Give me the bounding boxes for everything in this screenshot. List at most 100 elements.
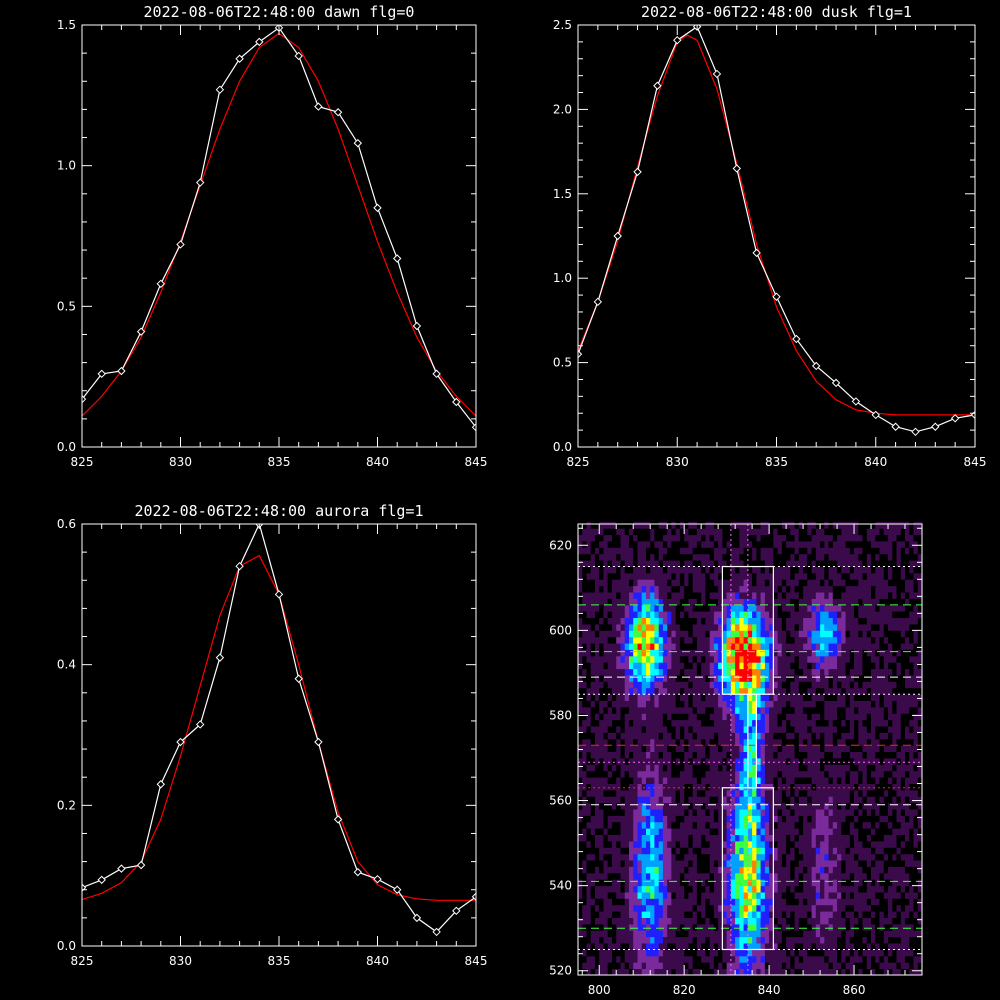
dusk-data-point [578, 349, 583, 359]
dawn-data-point [136, 327, 146, 336]
spectrogram-x-tick-label: 800 [588, 983, 611, 997]
spectrogram-y-tick-label: 560 [549, 794, 572, 808]
dusk-data-point [851, 397, 861, 406]
spectrogram-y-tick-label: 620 [549, 538, 572, 552]
aurora-data-point [333, 815, 343, 824]
dusk-data-point [673, 35, 682, 45]
dawn-data-point [432, 369, 441, 379]
dusk-fit-line [578, 34, 975, 416]
aurora-y-tick-label: 0.0 [57, 939, 76, 953]
dusk-y-tick-label: 0.5 [553, 356, 572, 370]
dawn-x-tick-label: 845 [465, 455, 488, 469]
spectrogram-image-cells [578, 521, 923, 976]
aurora-x-tick-label: 825 [71, 954, 94, 968]
dawn-data-point [392, 254, 402, 263]
spectrogram-x-tick-label: 840 [758, 983, 781, 997]
dawn-x-tick-label: 835 [268, 455, 291, 469]
dusk-data-point [950, 414, 960, 423]
dawn-plot-area [82, 25, 476, 432]
spectrogram-image-panel: 800 820 840 860 520 540 560 580 600 620 [549, 521, 923, 997]
spectrogram-region-box [747, 693, 757, 789]
dusk-y-tick-label: 2.0 [553, 102, 572, 116]
dusk-x-tick-label: 835 [765, 455, 788, 469]
dawn-data-point [97, 369, 106, 379]
aurora-data-point [471, 892, 476, 901]
dusk-data-point [633, 167, 642, 177]
dawn-data-line [82, 26, 476, 428]
dawn-y-tick-label: 1.5 [57, 18, 76, 32]
dusk-axes-frame [577, 24, 976, 448]
aurora-data-point [195, 720, 205, 729]
dusk-x-tick-label: 845 [964, 455, 987, 469]
dusk-data-point [752, 248, 761, 258]
dawn-x-tick-label: 830 [169, 455, 192, 469]
dawn-data-point [195, 178, 205, 187]
aurora-data-point [215, 653, 225, 662]
dawn-data-point [215, 85, 225, 94]
dawn-data-point [373, 203, 382, 213]
aurora-plot-area [82, 524, 476, 937]
spectrogram-y-tick-label: 520 [549, 964, 572, 978]
dawn-data-point [82, 394, 87, 404]
dawn-data-point [314, 102, 323, 111]
dawn-data-point [452, 397, 461, 407]
dusk-data-point [712, 69, 722, 79]
spectrogram-x-tick-label: 820 [673, 983, 696, 997]
dawn-data-point [176, 240, 185, 249]
aurora-data-line [82, 524, 476, 933]
dawn-data-point [471, 423, 476, 432]
dusk-data-point [871, 410, 880, 420]
dusk-y-tick-label: 0.0 [553, 440, 572, 454]
dawn-fit-line [82, 32, 476, 417]
aurora-y-tick-label: 0.4 [57, 658, 76, 672]
aurora-data-point [412, 913, 422, 923]
dusk-data-line [578, 25, 975, 433]
aurora-data-point [176, 737, 185, 747]
aurora-data-point [97, 875, 106, 885]
dusk-data-point [831, 378, 841, 388]
aurora-data-point [117, 864, 126, 873]
dusk-data-point [653, 81, 662, 90]
spectrogram-y-tick-label: 600 [549, 623, 572, 637]
aurora-data-point [452, 906, 461, 916]
dawn-data-point [156, 279, 166, 289]
dawn-y-tick-label: 0.5 [57, 299, 76, 313]
spectrogram-y-tick-label: 540 [549, 879, 572, 893]
dusk-title: 2022-08-06T22:48:00 dusk flg=1 [641, 3, 912, 21]
dawn-data-point [255, 37, 264, 47]
dawn-data-point [333, 108, 343, 117]
dawn-data-point [235, 54, 244, 63]
dusk-x-tick-label: 825 [567, 455, 590, 469]
aurora-fit-line [82, 554, 476, 901]
dusk-data-point [613, 231, 622, 241]
dawn-data-point [353, 138, 363, 148]
aurora-data-point [432, 927, 441, 937]
spectrogram-y-tick-label: 580 [549, 708, 572, 722]
aurora-data-point [156, 780, 166, 789]
dawn-profile-panel: 2022-08-06T22:48:00 dawn flg=0 825 830 835 8… [57, 3, 488, 469]
dusk-y-tick-label: 2.5 [553, 18, 572, 32]
aurora-y-tick-label: 0.2 [57, 798, 76, 812]
dusk-x-tick-label: 840 [864, 455, 887, 469]
aurora-x-tick-label: 840 [366, 954, 389, 968]
dusk-x-tick-label: 830 [666, 455, 689, 469]
aurora-data-point [314, 737, 323, 747]
aurora-x-tick-label: 845 [465, 954, 488, 968]
aurora-data-point [274, 590, 284, 599]
dusk-y-tick-label: 1.5 [553, 187, 572, 201]
dawn-data-point [294, 51, 303, 61]
dawn-y-tick-label: 0.0 [57, 440, 76, 454]
dusk-data-point [772, 292, 781, 301]
dusk-data-point [792, 334, 801, 344]
dawn-data-point [412, 321, 422, 331]
aurora-y-tick-label: 0.6 [57, 517, 76, 531]
dusk-data-point [911, 427, 920, 437]
aurora-profile-panel: 2022-08-06T22:48:00 aurora flg=1 825 830 83… [57, 502, 488, 968]
dawn-y-tick-label: 1.0 [57, 159, 76, 173]
aurora-data-point [373, 874, 382, 884]
dusk-plot-area [578, 25, 975, 437]
spectrogram-x-tick-label: 860 [843, 983, 866, 997]
dusk-profile-panel: 2022-08-06T22:48:00 dusk flg=1 825 830 835 8… [553, 3, 987, 469]
dawn-axes-frame [81, 24, 477, 448]
